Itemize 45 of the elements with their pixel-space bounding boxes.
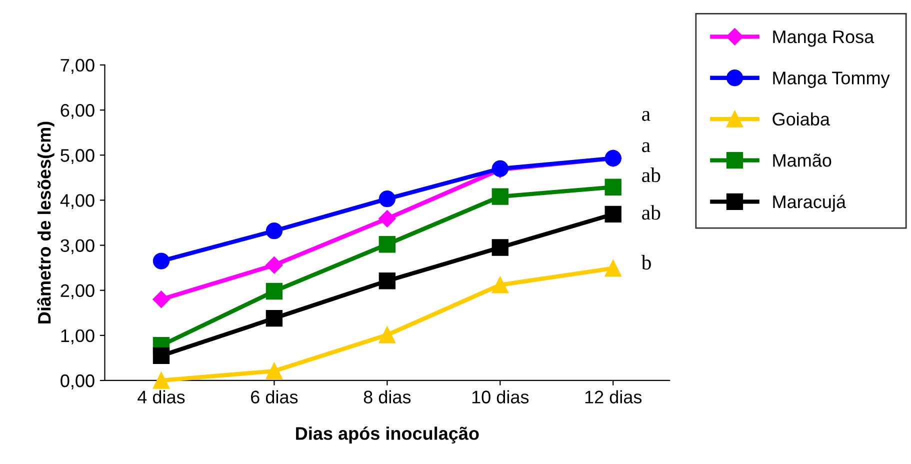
point bbox=[492, 239, 508, 256]
point bbox=[152, 372, 170, 389]
x-tick-label: 8 dias bbox=[364, 390, 411, 404]
point bbox=[604, 178, 622, 196]
y-tick-label: 5,00 bbox=[60, 149, 94, 164]
annotation: a bbox=[642, 110, 650, 121]
point bbox=[378, 236, 396, 253]
point bbox=[378, 210, 396, 228]
y-tick-label: 1,00 bbox=[61, 329, 94, 344]
y-tick-label: 4,00 bbox=[60, 194, 94, 210]
point bbox=[492, 188, 508, 205]
y-tick-label: 3,00 bbox=[60, 239, 94, 254]
annotation: ab bbox=[642, 205, 660, 220]
point bbox=[604, 260, 622, 277]
y-tick-label: 6,00 bbox=[60, 104, 94, 119]
x-tick-label: 4 dias bbox=[138, 390, 185, 404]
annotation: b bbox=[641, 254, 651, 270]
point bbox=[266, 362, 283, 380]
annotation: ab bbox=[642, 168, 660, 182]
legend-label: Goiaba bbox=[772, 112, 830, 126]
legend-label: Maracujá bbox=[773, 194, 846, 212]
y-tick-label: 2,00 bbox=[60, 284, 94, 300]
point bbox=[152, 290, 170, 308]
x-tick-label: 12 dias bbox=[585, 390, 642, 404]
legend-label: Manga Rosa bbox=[773, 30, 874, 47]
x-axis-title: Dias após inoculação bbox=[296, 426, 479, 444]
point bbox=[378, 272, 396, 290]
point bbox=[152, 252, 170, 270]
y-tick-label: 7,00 bbox=[60, 58, 94, 74]
point bbox=[604, 206, 622, 222]
annotation: a bbox=[642, 142, 650, 152]
point bbox=[492, 276, 508, 294]
point bbox=[266, 282, 283, 300]
x-tick-label: 10 dias bbox=[472, 390, 529, 404]
point bbox=[266, 222, 283, 240]
point bbox=[378, 190, 396, 208]
point bbox=[266, 256, 283, 274]
legend-label: Manga Tommy bbox=[773, 72, 890, 88]
point bbox=[152, 347, 170, 364]
x-tick-label: 6 dias bbox=[251, 390, 298, 404]
point bbox=[378, 326, 396, 344]
point bbox=[266, 310, 283, 327]
y-axis-title: Diâmetro de lesões(cm) bbox=[37, 122, 54, 324]
y-tick-label: 0,00 bbox=[60, 374, 94, 390]
legend-label: Mamão bbox=[773, 154, 832, 167]
